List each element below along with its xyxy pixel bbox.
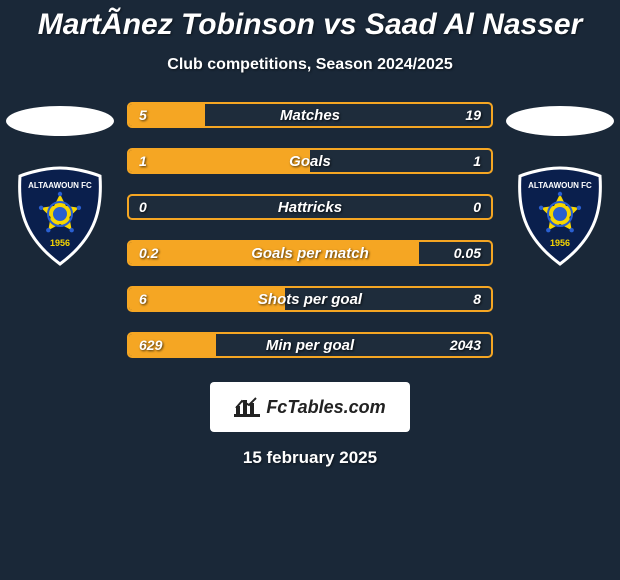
attribution-badge: FcTables.com (210, 382, 410, 432)
stat-value-right: 0.05 (454, 242, 481, 264)
stat-label: Goals (129, 150, 491, 172)
player-right-avatar (506, 106, 614, 136)
stat-label: Goals per match (129, 242, 491, 264)
stat-row: Goals1 1 (127, 148, 493, 174)
stat-label: Shots per goal (129, 288, 491, 310)
stat-value-left: 1 (139, 150, 147, 172)
stats-container: Matches5 19 Goals1 1 Hattricks0 0 Goals per ma… (127, 102, 493, 358)
club-name-text: ALTAAWOUN FC (528, 181, 592, 190)
stat-value-left: 0 (139, 196, 147, 218)
player-left-avatar (6, 106, 114, 136)
stat-row: Shots per goal6 8 (127, 286, 493, 312)
club-year-text: 1956 (550, 238, 570, 248)
player-left-column: ALTAAWOUN FC 1956 (0, 102, 120, 266)
stat-value-right: 2043 (450, 334, 481, 356)
subtitle: Club competitions, Season 2024/2025 (0, 56, 620, 74)
player-right-club-badge: ALTAAWOUN FC 1956 (510, 166, 610, 266)
stat-value-left: 5 (139, 104, 147, 126)
player-right-column: ALTAAWOUN FC 1956 (500, 102, 620, 266)
page-title: MartÃ­nez Tobinson vs Saad Al Nasser (0, 0, 620, 42)
club-year-text: 1956 (50, 238, 70, 248)
attribution-text: FcTables.com (266, 397, 385, 418)
stat-row: Goals per match0.2 0.05 (127, 240, 493, 266)
stat-value-right: 0 (473, 196, 481, 218)
shield-icon: ALTAAWOUN FC 1956 (10, 166, 110, 266)
chart-icon (234, 396, 260, 418)
stat-label: Matches (129, 104, 491, 126)
stat-label: Min per goal (129, 334, 491, 356)
stat-row: Min per goal629 2043 (127, 332, 493, 358)
stat-value-right: 19 (465, 104, 481, 126)
stat-label: Hattricks (129, 196, 491, 218)
shield-icon: ALTAAWOUN FC 1956 (510, 166, 610, 266)
date-text: 15 february 2025 (0, 448, 620, 468)
stat-row: Matches5 19 (127, 102, 493, 128)
stat-value-left: 6 (139, 288, 147, 310)
stat-value-right: 8 (473, 288, 481, 310)
stat-value-left: 629 (139, 334, 162, 356)
comparison-area: ALTAAWOUN FC 1956 ALTAAW (0, 102, 620, 358)
player-left-club-badge: ALTAAWOUN FC 1956 (10, 166, 110, 266)
stat-value-right: 1 (473, 150, 481, 172)
stat-row: Hattricks0 0 (127, 194, 493, 220)
stat-value-left: 0.2 (139, 242, 158, 264)
club-name-text: ALTAAWOUN FC (28, 181, 92, 190)
